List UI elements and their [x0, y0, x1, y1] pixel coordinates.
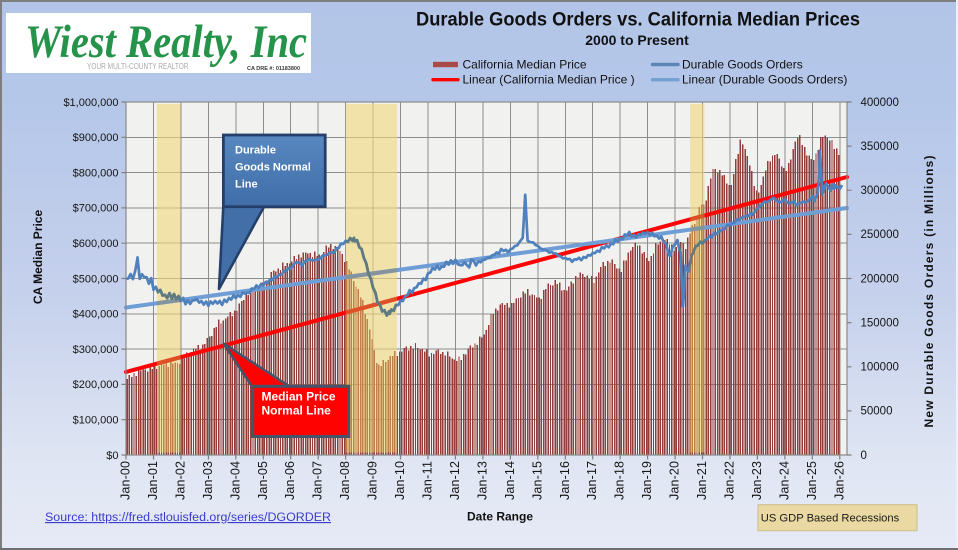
svg-text:Jan-06: Jan-06: [283, 461, 297, 500]
svg-text:Jan-22: Jan-22: [723, 461, 737, 500]
svg-text:Linear (California Median Pric: Linear (California Median Price ): [463, 73, 635, 87]
svg-text:Jan-08: Jan-08: [338, 461, 352, 500]
svg-text:$200,000: $200,000: [73, 379, 119, 391]
svg-text:300000: 300000: [861, 185, 899, 197]
svg-text:100000: 100000: [861, 362, 899, 374]
svg-text:$100,000: $100,000: [73, 415, 119, 427]
svg-text:Jan-02: Jan-02: [173, 461, 187, 500]
svg-text:$900,000: $900,000: [73, 132, 119, 144]
svg-text:Jan-17: Jan-17: [585, 461, 599, 500]
svg-text:Jan-01: Jan-01: [146, 461, 160, 500]
svg-text:Jan-21: Jan-21: [695, 461, 709, 500]
svg-text:Jan-00: Jan-00: [119, 461, 133, 500]
svg-text:New Durable Goods Orders (in: New Durable Goods Orders (in Millions): [922, 156, 936, 428]
svg-text:Wiest Realty, Inc: Wiest Realty, Inc: [25, 16, 307, 68]
svg-text:Goods Normal: Goods Normal: [235, 162, 311, 174]
svg-text:YOUR MULTI-COUNTY REALTOR: YOUR MULTI-COUNTY REALTOR: [87, 61, 189, 71]
svg-text:2000 to Present: 2000 to Present: [585, 32, 689, 48]
svg-text:$800,000: $800,000: [73, 167, 119, 179]
svg-text:0: 0: [861, 450, 867, 462]
svg-text:Jan-10: Jan-10: [393, 461, 407, 500]
svg-text:$500,000: $500,000: [73, 273, 119, 285]
svg-text:US GDP Based Recessions: US GDP Based Recessions: [761, 513, 900, 525]
svg-text:Jan-13: Jan-13: [475, 461, 489, 500]
svg-text:CA DRE #: 01183800: CA DRE #: 01183800: [247, 66, 300, 72]
svg-text:Jan-11: Jan-11: [421, 461, 435, 500]
svg-text:$400,000: $400,000: [73, 309, 119, 321]
svg-text:Date Range: Date Range: [467, 510, 533, 524]
svg-text:Jan-15: Jan-15: [530, 461, 544, 500]
svg-text:Jan-26: Jan-26: [832, 461, 846, 500]
svg-text:$700,000: $700,000: [73, 203, 119, 215]
svg-text:Linear (Durable Goods Orders): Linear (Durable Goods Orders): [682, 73, 847, 87]
svg-text:Jan-24: Jan-24: [777, 461, 791, 500]
svg-text:350000: 350000: [861, 141, 899, 153]
svg-text:Jan-16: Jan-16: [558, 461, 572, 500]
svg-text:Durable Goods Orders vs. Calif: Durable Goods Orders vs. California Medi…: [416, 10, 860, 31]
svg-text:50000: 50000: [861, 406, 893, 418]
svg-text:Line: Line: [235, 179, 258, 191]
svg-text:CA Median Price: CA Median Price: [31, 210, 45, 305]
svg-text:Jan-04: Jan-04: [228, 461, 242, 500]
svg-text:Normal Line: Normal Line: [262, 404, 332, 418]
svg-text:250000: 250000: [861, 229, 899, 241]
svg-text:$0: $0: [106, 450, 118, 462]
svg-text:Median Price: Median Price: [262, 390, 336, 404]
svg-text:Jan-14: Jan-14: [503, 461, 517, 500]
svg-text:$300,000: $300,000: [73, 344, 119, 356]
svg-text:Jan-23: Jan-23: [750, 461, 764, 500]
svg-text:Jan-07: Jan-07: [311, 461, 325, 500]
svg-text:Jan-05: Jan-05: [256, 461, 270, 500]
svg-text:Jan-12: Jan-12: [448, 461, 462, 500]
svg-text:Jan-19: Jan-19: [640, 461, 654, 500]
svg-text:$1,000,000: $1,000,000: [63, 97, 118, 109]
svg-text:Source: https://fred.stlouisfe: Source: https://fred.stlouisfed.org/seri…: [45, 512, 331, 524]
svg-text:Durable Goods Orders: Durable Goods Orders: [682, 58, 803, 72]
svg-text:Durable: Durable: [235, 145, 276, 157]
svg-text:150000: 150000: [861, 317, 899, 329]
svg-text:200000: 200000: [861, 273, 899, 285]
svg-text:$600,000: $600,000: [73, 238, 119, 250]
svg-text:Jan-09: Jan-09: [366, 461, 380, 500]
svg-text:Jan-25: Jan-25: [805, 461, 819, 500]
svg-text:Jan-20: Jan-20: [668, 461, 682, 500]
svg-text:Jan-03: Jan-03: [201, 461, 215, 500]
svg-text:California Median Price: California Median Price: [463, 58, 587, 72]
svg-text:400000: 400000: [861, 97, 899, 109]
svg-text:Jan-18: Jan-18: [613, 461, 627, 500]
